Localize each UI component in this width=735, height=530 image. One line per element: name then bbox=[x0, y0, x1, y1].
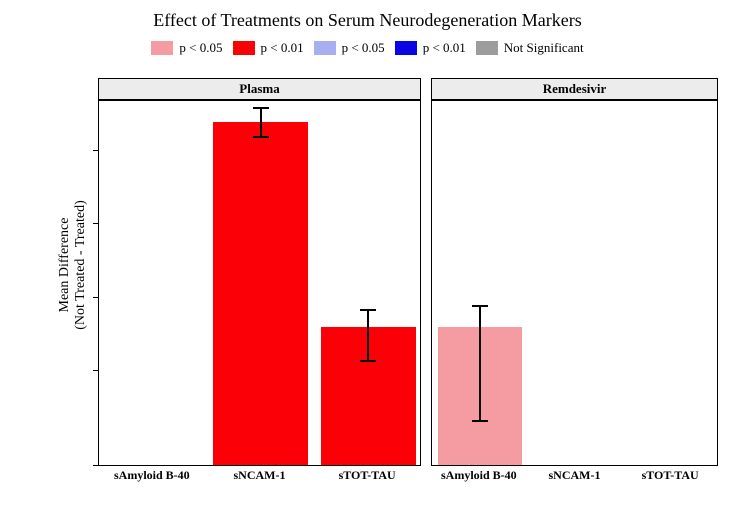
legend-label: p < 0.05 bbox=[342, 40, 385, 56]
y-tick-label: 0.0 bbox=[0, 459, 90, 474]
legend-swatch bbox=[151, 41, 173, 55]
chart-title: Effect of Treatments on Serum Neurodegen… bbox=[0, 10, 735, 31]
panel-header: Plasma bbox=[98, 78, 421, 100]
errorbar bbox=[260, 108, 262, 138]
legend-swatch bbox=[314, 41, 336, 55]
legend-item: p < 0.05 bbox=[314, 40, 385, 56]
y-tick-label: 1,000.0 bbox=[0, 217, 90, 232]
errorbar bbox=[367, 310, 369, 361]
legend-item: p < 0.01 bbox=[233, 40, 304, 56]
panel: Remdesivir sAmyloid B-40 sNCAM-1 sTOT-TAU bbox=[431, 78, 718, 488]
x-tick-label: sTOT-TAU bbox=[339, 468, 396, 488]
errorbar-cap bbox=[253, 107, 269, 109]
panel: Plasma sAmyloid B-40 sNCAM-1 sTOT-TAU bbox=[98, 78, 421, 488]
y-tick-label: 100.0 bbox=[0, 290, 90, 305]
plot-area: PlasmasAmyloid B-40sNCAM-1sTOT-TAU0.010.… bbox=[98, 78, 718, 488]
legend-label: p < 0.01 bbox=[261, 40, 304, 56]
x-tick-label: sTOT-TAU bbox=[642, 468, 699, 488]
legend-item: p < 0.05 bbox=[151, 40, 222, 56]
bar bbox=[213, 122, 308, 465]
legend-label: Not Significant bbox=[504, 40, 584, 56]
legend-item: p < 0.01 bbox=[395, 40, 466, 56]
legend-swatch bbox=[395, 41, 417, 55]
x-tick-label: sNCAM-1 bbox=[234, 468, 286, 488]
errorbar-cap bbox=[360, 360, 376, 362]
y-tick-label: 10.0 bbox=[0, 363, 90, 378]
legend-swatch bbox=[476, 41, 498, 55]
errorbar-cap bbox=[472, 305, 488, 307]
legend: p < 0.05 p < 0.01 p < 0.05 p < 0.01 Not Sign… bbox=[0, 40, 735, 56]
errorbar-cap bbox=[253, 136, 269, 138]
panel-body bbox=[431, 100, 718, 466]
legend-item: Not Significant bbox=[476, 40, 584, 56]
x-tick-label: sNCAM-1 bbox=[549, 468, 601, 488]
legend-label: p < 0.05 bbox=[179, 40, 222, 56]
x-tick-label: sAmyloid B-40 bbox=[441, 468, 517, 488]
y-tick-label: 10,000.0 bbox=[0, 144, 90, 159]
x-tick-label: sAmyloid B-40 bbox=[114, 468, 190, 488]
panel-body bbox=[98, 100, 421, 466]
errorbar-cap bbox=[360, 309, 376, 311]
errorbar-cap bbox=[472, 420, 488, 422]
panel-header: Remdesivir bbox=[431, 78, 718, 100]
errorbar bbox=[479, 306, 481, 421]
legend-swatch bbox=[233, 41, 255, 55]
legend-label: p < 0.01 bbox=[423, 40, 466, 56]
